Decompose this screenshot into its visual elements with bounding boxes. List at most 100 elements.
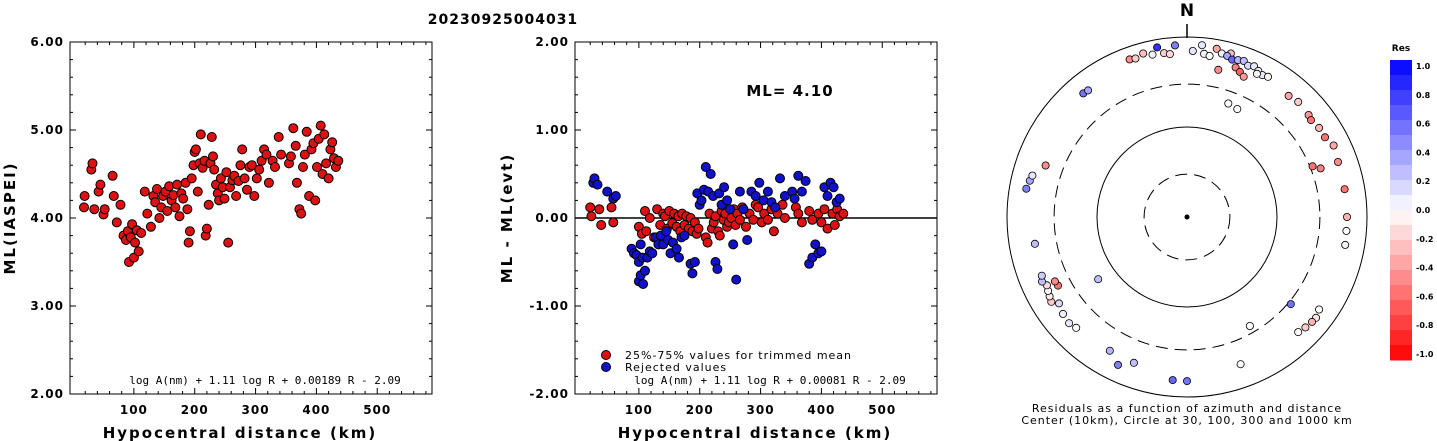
x-tick-label: 200: [686, 403, 714, 417]
data-point: [242, 184, 252, 195]
data-point: [586, 211, 597, 222]
data-point: [261, 149, 272, 160]
colorbar-segment: [1390, 135, 1412, 151]
y-tick-label: 1.00: [535, 123, 569, 137]
x-tick-label: 500: [363, 403, 391, 417]
station-markers: [1022, 41, 1352, 386]
rejected-data-point: [696, 195, 707, 206]
station-marker: [1183, 377, 1192, 386]
station-marker: [1072, 323, 1081, 332]
data-point: [608, 217, 619, 228]
station-marker: [1212, 44, 1221, 53]
colorbar-segment: [1390, 60, 1412, 76]
data-point: [819, 204, 830, 215]
station-marker: [1233, 105, 1242, 114]
data-point: [741, 221, 751, 232]
colorbar-segment: [1390, 150, 1412, 166]
data-point: [174, 211, 185, 222]
y-tick-label: 2.00: [30, 387, 64, 401]
x-tick-label: 400: [807, 403, 835, 417]
colorbar-tick-label: 0.6: [1416, 120, 1431, 129]
colorbar-tick-label: -1.0: [1416, 350, 1434, 359]
station-marker: [1188, 47, 1197, 56]
data-point: [290, 140, 301, 151]
rejected-data-point: [762, 186, 773, 197]
station-marker: [1340, 185, 1349, 194]
data-point: [219, 193, 230, 204]
distance-ring-1000km: [1006, 36, 1368, 398]
y-axis-label: ML - ML(evt): [498, 153, 516, 283]
station-marker: [1294, 328, 1303, 337]
rejected-data-point: [779, 191, 790, 201]
x-tick-label: 500: [868, 403, 896, 417]
rejected-data-point: [661, 226, 672, 237]
magnitude-vs-distance-panel: 100 200 300 400 500 2.00 3.00 4.00 5.00 6.00 Hypo…: [1, 35, 433, 441]
station-marker: [1308, 317, 1317, 326]
station-marker: [1315, 123, 1324, 132]
colorbar-segment: [1390, 285, 1412, 301]
rejected-data-point: [722, 195, 733, 206]
colorbar-tick-label: 0.2: [1416, 177, 1430, 186]
data-point: [154, 213, 165, 223]
rejected-data-point: [796, 186, 807, 197]
data-point: [312, 162, 322, 172]
caption-line-1: Residuals as a function of azimuth and d…: [1032, 402, 1342, 415]
station-marker: [1084, 86, 1093, 95]
data-point: [79, 191, 90, 201]
station-marker: [1284, 91, 1293, 100]
colorbar-segment: [1390, 300, 1412, 316]
rejected-data-point: [640, 265, 650, 276]
colorbar-tick-label: 0.8: [1416, 91, 1431, 100]
legend-marker-kept: [601, 350, 611, 360]
station-marker: [1315, 305, 1324, 314]
data-point: [195, 129, 206, 140]
station-marker: [1171, 41, 1180, 50]
rejected-data-point: [734, 186, 745, 197]
data-point: [186, 173, 197, 184]
data-point: [321, 158, 332, 169]
data-point: [208, 151, 218, 162]
data-point: [209, 164, 220, 175]
rejected-data-point: [731, 274, 742, 285]
colorbar-segment: [1390, 225, 1412, 241]
colorbar-tick-label: 1.0: [1416, 62, 1431, 71]
y-tick-label: 4.00: [30, 211, 64, 225]
data-point: [748, 214, 759, 225]
rejected-data-point: [647, 248, 658, 259]
station-marker: [1264, 72, 1273, 81]
data-point: [111, 217, 122, 228]
data-point: [734, 214, 745, 225]
station-marker: [1334, 157, 1343, 166]
scatter-points: [585, 162, 849, 289]
rejected-data-point: [750, 191, 761, 201]
rejected-data-point: [592, 179, 603, 190]
rejected-data-point: [679, 230, 690, 241]
data-point: [606, 202, 617, 213]
legend-label-rejected: Rejected values: [625, 361, 727, 374]
station-marker: [1065, 319, 1074, 328]
data-point: [115, 199, 126, 210]
data-point: [246, 160, 257, 171]
data-point: [190, 144, 201, 155]
rejected-data-point: [728, 239, 739, 250]
rejected-data-point: [725, 204, 736, 215]
data-point: [108, 191, 119, 201]
epicenter-marker: [1184, 214, 1190, 220]
data-point: [327, 137, 338, 148]
colorbar-segment: [1390, 120, 1412, 136]
rejected-data-point: [638, 279, 649, 289]
data-point: [838, 208, 849, 219]
data-point: [585, 202, 596, 213]
station-marker: [1028, 171, 1037, 180]
data-point: [693, 223, 704, 234]
colorbar-tick-label: -0.8: [1416, 321, 1434, 330]
ml-label: ML= 4.10: [746, 82, 833, 100]
x-tick-label: 300: [747, 403, 775, 417]
data-point: [162, 206, 173, 216]
station-marker: [1030, 239, 1039, 248]
data-point: [323, 173, 334, 184]
data-point: [249, 191, 260, 201]
data-point: [594, 204, 605, 215]
data-point: [319, 129, 330, 140]
rejected-data-point: [700, 162, 711, 172]
